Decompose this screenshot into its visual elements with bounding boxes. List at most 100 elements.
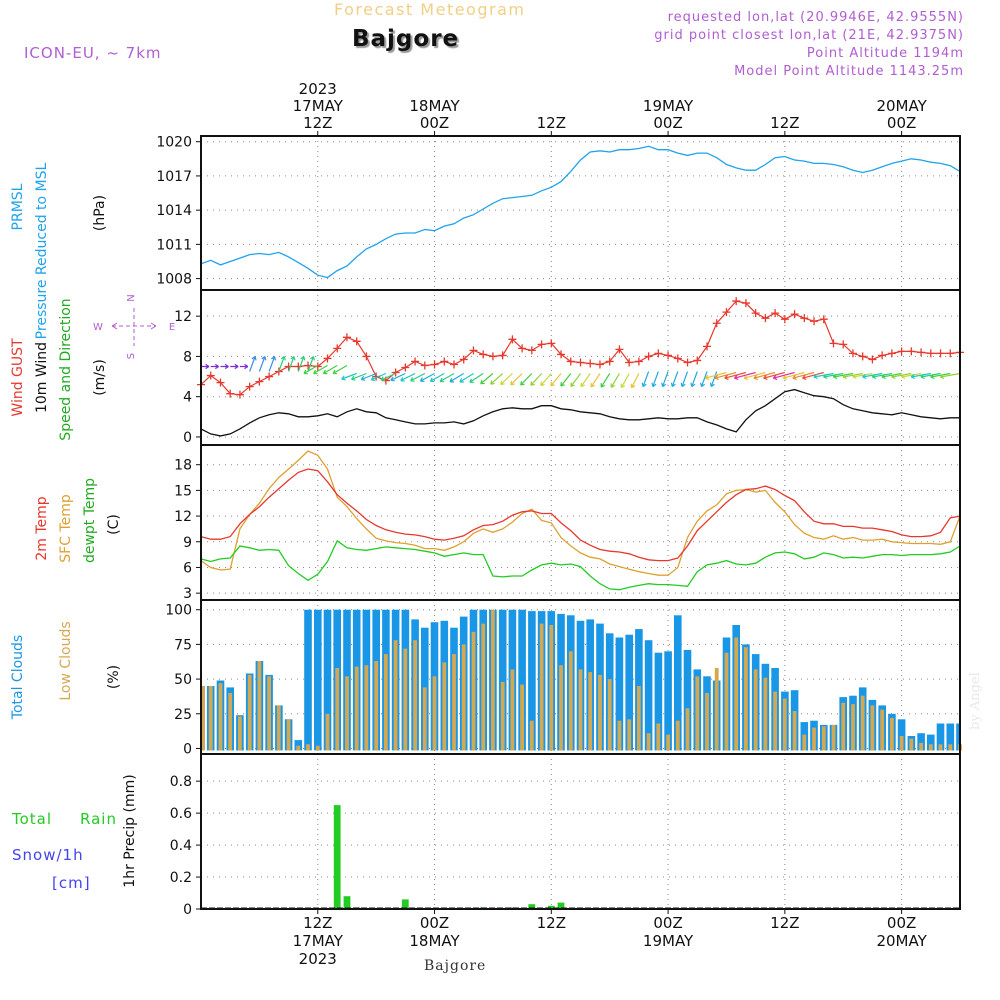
wind-direction-arrow — [380, 372, 396, 382]
low-cloud-bar — [870, 705, 875, 751]
wind-direction-arrow — [802, 371, 824, 380]
time-label-bottom: 20MAY — [876, 932, 927, 950]
total-cloud-bar — [625, 634, 633, 751]
low-cloud-bar — [792, 711, 797, 751]
wind-direction-arrow — [341, 372, 357, 381]
ylabel-2m-temp: 2m Temp — [34, 496, 50, 560]
gust-marker — [391, 368, 400, 377]
low-cloud-bar — [928, 744, 933, 751]
total-cloud-bar — [323, 609, 332, 751]
y-tick-label-clouds: 75 — [174, 637, 192, 653]
gust-marker — [829, 339, 838, 348]
wind-direction-arrow — [661, 371, 669, 388]
low-cloud-bar — [588, 672, 593, 751]
low-cloud-bar — [656, 723, 661, 751]
gust-marker — [703, 342, 711, 351]
y-tick-label-temperature: 18 — [174, 458, 192, 474]
time-label-top: 12Z — [770, 114, 799, 132]
low-cloud-bar — [247, 674, 252, 751]
wind-direction-arrow — [370, 372, 387, 382]
wind-direction-arrow — [630, 373, 640, 389]
low-cloud-bar — [374, 661, 379, 751]
total-cloud-bar — [314, 609, 322, 751]
rain-bar — [401, 899, 409, 909]
low-cloud-bar — [413, 640, 417, 751]
low-cloud-bar — [637, 686, 641, 751]
wind-direction-arrow — [303, 364, 319, 375]
rain-bar — [333, 805, 341, 909]
gust-marker — [206, 371, 215, 380]
low-cloud-bar — [354, 666, 359, 751]
time-label-top: 2023 — [299, 80, 337, 98]
low-cloud-bar — [267, 676, 271, 751]
total-cloud-bar — [674, 615, 682, 751]
low-cloud-bar — [471, 631, 476, 751]
wind-direction-arrow — [714, 371, 737, 380]
gust-marker — [625, 358, 634, 367]
time-label-top: 12Z — [537, 114, 566, 132]
wind-direction-arrow — [278, 356, 286, 372]
wind-direction-arrow — [249, 356, 257, 372]
low-cloud-bar — [695, 676, 700, 751]
y-tick-label-clouds: 0 — [183, 741, 192, 757]
time-label-bottom: 00Z — [887, 914, 916, 932]
gust-marker — [664, 351, 673, 360]
low-cloud-bar — [753, 669, 758, 751]
low-cloud-bar — [763, 677, 768, 751]
wind-direction-arrow — [580, 373, 591, 388]
wind-direction-arrow — [852, 372, 873, 380]
wind-direction-arrow — [439, 372, 455, 383]
low-cloud-bar — [201, 686, 205, 751]
y-tick-label-temperature: 9 — [183, 535, 192, 551]
wind-direction-arrow — [288, 356, 296, 372]
gust-marker — [605, 357, 614, 366]
time-label-top: 18MAY — [409, 97, 460, 115]
gust-marker — [946, 349, 955, 358]
low-cloud-bar — [890, 717, 894, 751]
low-cloud-bar — [841, 702, 846, 751]
low-cloud-bar — [627, 719, 632, 751]
gust-marker — [333, 344, 342, 353]
wind-direction-arrow — [469, 372, 484, 383]
wind-direction-arrow — [530, 373, 543, 386]
wind-direction-arrow — [313, 364, 328, 375]
low-cloud-bar — [880, 709, 885, 751]
y-tick-label-temperature: 6 — [183, 560, 192, 576]
station-name: Bajgore — [352, 26, 460, 52]
y-tick-label-precipitation: 0.4 — [170, 838, 192, 854]
total-cloud-bar — [664, 651, 672, 751]
wind-direction-arrow — [590, 373, 601, 388]
wind-direction-arrow — [459, 372, 474, 383]
wind-direction-arrow — [891, 372, 912, 380]
low-cloud-bar — [491, 609, 495, 751]
wind-direction-arrow — [201, 363, 210, 370]
gust-marker — [294, 362, 303, 371]
y-tick-label-precipitation: 0.2 — [170, 870, 192, 886]
gust-marker — [566, 357, 575, 366]
wind-direction-arrow — [743, 371, 766, 380]
gust-marker — [839, 340, 848, 349]
rain-bar — [343, 896, 351, 909]
low-cloud-bar — [568, 651, 573, 751]
low-cloud-bar — [510, 669, 515, 751]
gust-marker — [537, 340, 546, 349]
total-cloud-bar — [897, 719, 906, 751]
low-cloud-bar — [549, 625, 554, 751]
temp-2m-line — [200, 468, 961, 562]
y-tick-label-clouds: 100 — [165, 603, 192, 619]
low-cloud-bar — [666, 734, 670, 751]
wind-direction-arrow — [704, 371, 727, 380]
total-cloud-bar — [615, 637, 624, 751]
wind-direction-arrow — [700, 371, 708, 388]
ylabel-speed-direction: Speed and Direction — [58, 298, 74, 440]
wind-direction-arrow — [307, 356, 315, 372]
wind-direction-arrow — [550, 373, 562, 387]
low-cloud-bar — [734, 637, 739, 751]
low-cloud-bar — [598, 674, 602, 751]
low-cloud-bar — [384, 654, 388, 751]
time-label-top: 17MAY — [293, 97, 344, 115]
total-cloud-bar — [518, 609, 526, 751]
wind-direction-arrow — [258, 356, 267, 372]
wind-direction-arrow — [842, 372, 863, 380]
wind-direction-arrow — [939, 372, 961, 380]
